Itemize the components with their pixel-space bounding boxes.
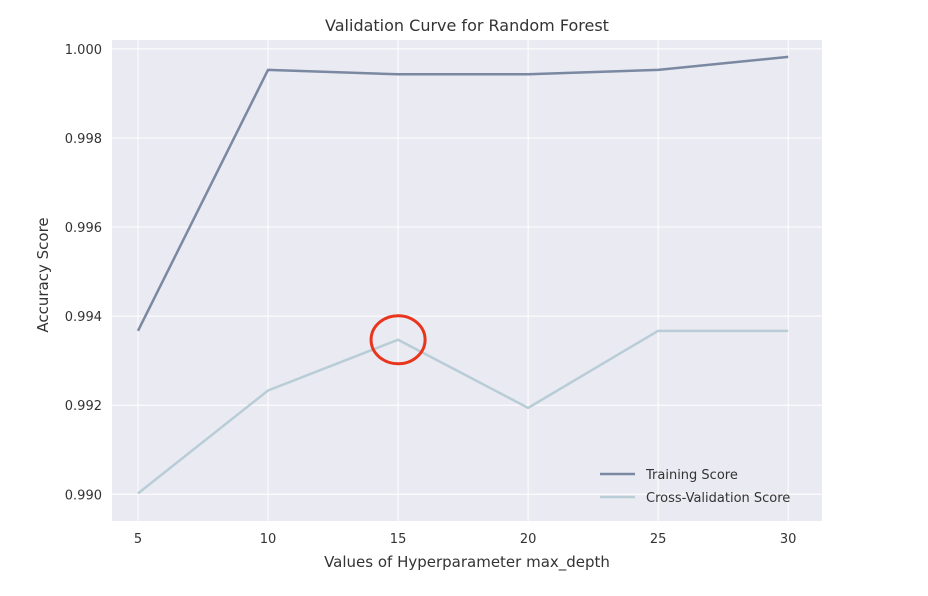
series-line-cross-validation-score (137, 329, 789, 495)
x-tick-label: 30 (780, 532, 797, 547)
series-line-training-score (136, 55, 789, 332)
legend-label-cross-validation-score: Cross-Validation Score (646, 491, 790, 506)
y-tick-label: 0.992 (65, 399, 102, 414)
legend-label-training-score: Training Score (645, 468, 738, 483)
legend: Training Score Cross-Validation Score (600, 468, 790, 506)
y-tick-label: 1.000 (65, 43, 102, 58)
chart-title: Validation Curve for Random Forest (325, 16, 609, 35)
y-tick-label: 0.990 (65, 488, 102, 503)
annotation (369, 314, 427, 366)
x-tick-label: 15 (390, 532, 407, 547)
y-axis-ticks: 0.990 0.992 0.994 0.996 0.998 1.000 (65, 43, 102, 503)
y-axis-title: Accuracy Score (34, 217, 52, 332)
grid-lines (112, 40, 822, 521)
y-tick-label: 0.994 (65, 310, 102, 325)
plot-area (112, 40, 822, 521)
x-tick-label: 25 (650, 532, 667, 547)
highlight-circle (369, 314, 427, 366)
x-axis-title: Values of Hyperparameter max_depth (324, 553, 610, 572)
series-lines (136, 55, 789, 495)
x-tick-label: 10 (260, 532, 277, 547)
x-tick-label: 20 (520, 532, 537, 547)
x-tick-label: 5 (134, 532, 142, 547)
y-tick-label: 0.996 (65, 221, 102, 236)
x-axis-ticks: 5 10 15 20 25 30 (134, 532, 797, 547)
y-tick-label: 0.998 (65, 132, 102, 147)
